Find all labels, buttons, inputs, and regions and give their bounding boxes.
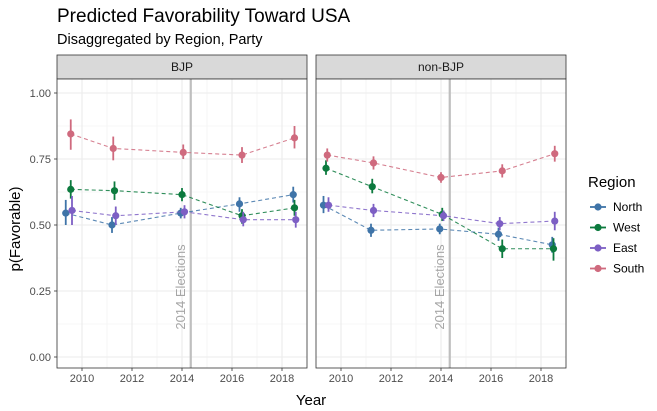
x-tick-label: 2016 [220,373,244,385]
facet-strip-label: non-BJP [418,60,464,74]
series-line [65,194,294,226]
data-point [235,200,244,208]
y-axis: 0.00 0.25 0.50 0.75 1.00 [30,88,57,364]
legend-label: North [613,200,642,214]
legend-title: Region [588,174,636,191]
chart-title: Predicted Favorability Toward USA [57,6,351,27]
legend-label: South [613,262,644,276]
facet-strip [56,54,308,80]
x-tick-label: 2012 [379,373,403,385]
data-point [179,148,187,156]
series-east [68,195,300,228]
data-point [369,159,378,167]
series-north [62,186,297,233]
y-tick-label: 0.50 [30,220,51,232]
y-axis-title: p(Favorable) [7,186,24,271]
data-point [290,134,299,142]
data-point [322,164,330,172]
data-point [324,201,333,209]
data-point [289,191,297,199]
legend-label: West [613,221,641,235]
data-point [110,187,119,195]
legend: Region North West East South [588,174,644,276]
data-point [292,216,300,224]
data-point [549,245,558,253]
legend-entry-south: South [590,262,644,276]
chart-subtitle: Disaggregated by Region, Party [57,32,263,48]
data-point [67,185,75,193]
data-point [496,220,504,228]
data-point [437,173,445,182]
data-point [551,217,559,225]
series-south [323,145,559,183]
data-point [551,150,559,158]
data-point [109,144,117,153]
y-tick-label: 1.00 [30,88,51,100]
x-tick-label: 2012 [120,373,144,385]
gridlines [56,79,308,368]
panel-non-bjp: non-BJP 2014 Elections 2010 2012 2014 2016 201… [315,54,567,385]
x-tick-label: 2016 [479,373,503,385]
facet-strip [315,54,567,80]
x-tick-label: 2014 [429,373,453,385]
data-point [62,209,70,217]
data-point [498,167,506,175]
series-east [324,197,559,231]
data-point [367,226,375,234]
legend-key-point [594,244,602,252]
data-point [68,206,76,215]
election-line-label: 2014 Elections [173,244,188,330]
legend-key-point [594,223,602,232]
y-tick-label: 0.25 [30,286,51,298]
x-axis-title: Year [296,392,326,409]
y-tick-label: 0.75 [30,154,51,166]
data-point [498,245,506,253]
data-point [238,151,246,159]
data-point [436,225,444,233]
legend-entry-north: North [590,200,642,214]
legend-entry-east: East [590,241,638,255]
series-north [319,195,556,253]
y-tick-label: 0.00 [30,352,51,364]
data-point [178,191,186,199]
data-point [290,204,299,212]
data-point [439,212,448,220]
legend-entry-west: West [590,221,641,235]
series-south [67,119,299,163]
data-point [180,208,189,216]
series-line [70,188,295,217]
x-tick-label: 2010 [329,373,353,385]
data-point [112,212,120,220]
data-point [239,216,247,224]
data-point [319,201,328,209]
panel-bjp: BJP 2014 Elections 2010 2012 2014 2016 2018 [56,54,308,385]
facet-strip-label: BJP [171,60,193,74]
legend-label: East [613,241,638,255]
x-tick-label: 2018 [529,373,553,385]
data-point [67,130,75,138]
data-point [108,221,116,229]
data-point [369,206,378,215]
legend-key-point [594,203,602,211]
x-tick-label: 2014 [170,373,194,385]
data-point [323,151,331,159]
election-line-label: 2014 Elections [432,244,447,330]
series-west [67,180,299,224]
x-tick-label: 2018 [270,373,294,385]
series-line [325,167,554,250]
data-point [494,230,503,238]
legend-key-point [594,264,602,273]
data-point [368,183,376,191]
x-tick-label: 2010 [70,373,94,385]
